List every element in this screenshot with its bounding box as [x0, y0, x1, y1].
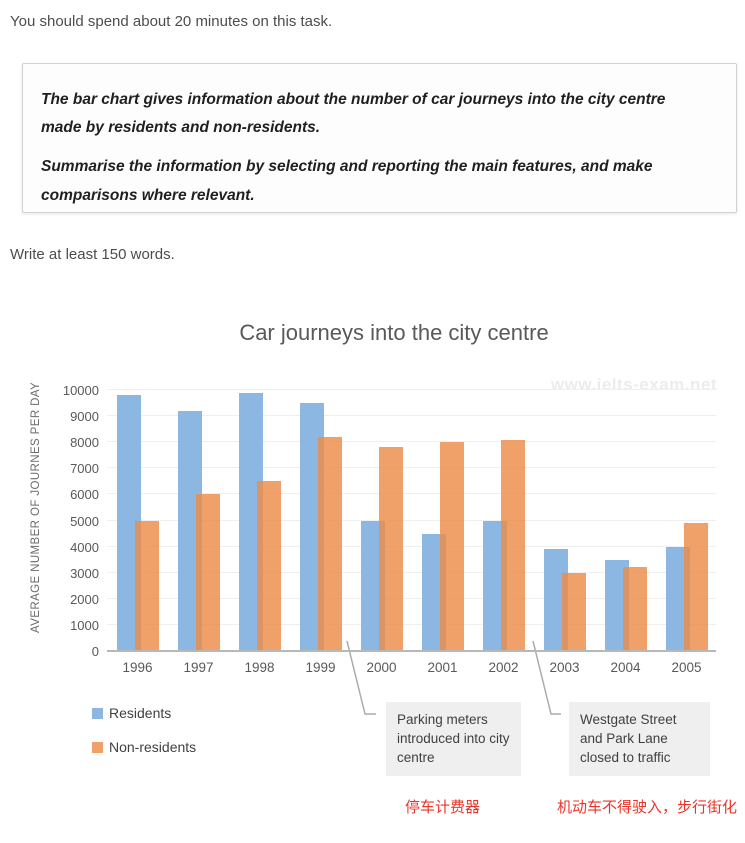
y-axis-tick-label: 0 [91, 644, 99, 659]
y-axis-tick-label: 3000 [70, 565, 99, 581]
word-count-hint-text: Write at least 150 words. [10, 246, 175, 263]
task-paragraph-2: Summarise the information by selecting a… [41, 158, 653, 204]
non-residents-bar-2000 [379, 447, 403, 651]
gridline [107, 519, 716, 521]
bar-group-2001: 2001 [412, 390, 473, 675]
x-axis-label-2002: 2002 [488, 660, 519, 675]
bar-group-1999: 1999 [290, 390, 351, 675]
y-axis-tick-label: 7000 [70, 461, 99, 477]
chart-title: Car journeys into the city centre [239, 320, 549, 345]
legend-swatch-residents [92, 707, 103, 719]
bar-group-2003: 2003 [534, 390, 595, 675]
legend-label: Residents [109, 705, 172, 721]
gridline [107, 545, 716, 547]
non-residents-bar-2005 [684, 523, 708, 651]
legend-item-non-residents: Non-residents [92, 739, 196, 755]
y-axis-tick-label: 1000 [70, 617, 99, 633]
y-axis-tick-labels: 0 1000 2000 3000 4000 5000 6000 7000 8000 9000 100… [52, 383, 99, 659]
gridline [107, 623, 716, 625]
task-paragraph-1: The bar chart gives information about th… [41, 91, 666, 137]
non-residents-bar-2004 [623, 567, 647, 651]
x-axis-label-2005: 2005 [671, 660, 702, 675]
task-instructions-box: The bar chart gives information about th… [22, 63, 737, 213]
time-hint-text: You should spend about 20 minutes on thi… [10, 13, 333, 30]
y-axis-tick-label: 8000 [70, 435, 99, 451]
non-residents-bar-1996 [135, 520, 159, 651]
chart-legend: Residents Non-residents [92, 705, 196, 773]
red-note-parking-meter-cn: 停车计费器 [405, 799, 481, 816]
legend-item-residents: Residents [92, 705, 196, 721]
gridline [107, 597, 716, 599]
gridline [107, 571, 716, 573]
gridline [107, 389, 716, 390]
y-axis-tick-label: 6000 [70, 487, 99, 503]
y-axis-tick-label: 4000 [70, 539, 99, 555]
legend-label: Non-residents [109, 739, 197, 755]
x-axis-label-1999: 1999 [305, 660, 336, 675]
gridline [107, 415, 716, 417]
non-residents-bar-2001 [440, 442, 464, 651]
annotation-box-parking-meters: Parking meters introduced into city cent… [386, 702, 521, 776]
y-axis-title: AVERAGE NUMBER OF JOURNES PER DAY [30, 381, 42, 633]
y-axis-tick-label: 9000 [70, 409, 99, 425]
y-axis-tick-label: 2000 [70, 591, 99, 607]
x-axis-label-1996: 1996 [122, 660, 153, 675]
non-residents-bar-1998 [257, 481, 281, 651]
x-axis-label-2000: 2000 [366, 660, 397, 675]
bar-group-2004: 2004 [595, 390, 656, 675]
bar-groups: 1996 1997 1998 1999 2000 2001 2002 2003 2004 2005 [107, 390, 717, 675]
y-axis-tick-label: 5000 [70, 513, 99, 529]
non-residents-bar-1997 [196, 494, 220, 651]
x-axis-label-2003: 2003 [549, 660, 580, 675]
gridline [107, 493, 716, 495]
non-residents-bar-1999 [318, 436, 342, 651]
annotation-box-westgate-street: Westgate Street and Park Lane closed to … [569, 702, 710, 776]
non-residents-bar-2003 [562, 572, 586, 651]
red-note-pedestrianisation-cn: 机动车不得驶入，步行街化 [557, 799, 738, 816]
x-axis-label-2001: 2001 [427, 660, 458, 675]
x-axis-label-1998: 1998 [244, 660, 275, 675]
bar-group-1997: 1997 [168, 390, 229, 675]
bar-group-1998: 1998 [229, 390, 290, 675]
gridline [107, 467, 716, 469]
bar-group-2005: 2005 [656, 390, 717, 675]
bar-group-2002: 2002 [473, 390, 534, 675]
plot-area: 0 1000 2000 3000 4000 5000 6000 7000 8000 9000 100… [63, 383, 717, 675]
bar-group-1996: 1996 [107, 390, 168, 675]
bar-group-2000: 2000 [351, 390, 412, 675]
x-axis-label-1997: 1997 [183, 660, 214, 675]
y-axis-tick-label: 10000 [62, 383, 99, 398]
x-axis-line [107, 650, 716, 652]
gridline [107, 441, 716, 443]
legend-swatch-non-residents [92, 741, 103, 753]
x-axis-label-2004: 2004 [610, 660, 641, 675]
non-residents-bar-2002 [501, 439, 525, 651]
